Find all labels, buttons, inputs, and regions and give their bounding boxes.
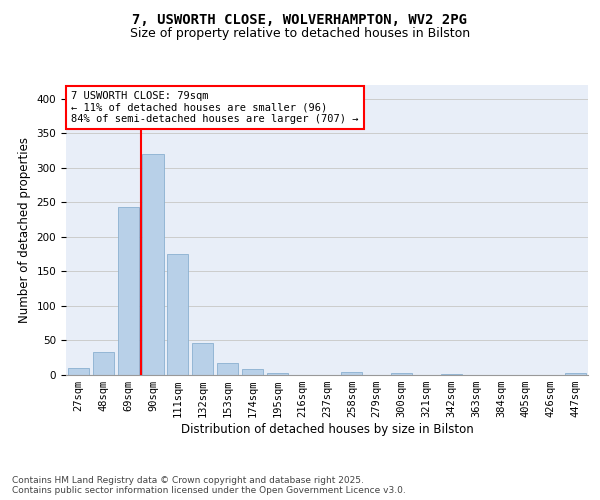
Bar [565, 373, 586, 375]
Bar [267, 373, 288, 375]
Bar [68, 368, 89, 375]
Text: Size of property relative to detached houses in Bilston: Size of property relative to detached ho… [130, 28, 470, 40]
Bar [167, 254, 188, 375]
Text: 7 USWORTH CLOSE: 79sqm
← 11% of detached houses are smaller (96)
84% of semi-det: 7 USWORTH CLOSE: 79sqm ← 11% of detached… [71, 91, 359, 124]
Bar [217, 364, 238, 375]
Bar [341, 372, 362, 375]
Y-axis label: Number of detached properties: Number of detached properties [18, 137, 31, 323]
Text: Contains HM Land Registry data © Crown copyright and database right 2025.
Contai: Contains HM Land Registry data © Crown c… [12, 476, 406, 495]
Bar [441, 374, 462, 375]
Bar [391, 373, 412, 375]
Text: 7, USWORTH CLOSE, WOLVERHAMPTON, WV2 2PG: 7, USWORTH CLOSE, WOLVERHAMPTON, WV2 2PG [133, 12, 467, 26]
Bar [118, 207, 139, 375]
Bar [242, 370, 263, 375]
X-axis label: Distribution of detached houses by size in Bilston: Distribution of detached houses by size … [181, 423, 473, 436]
Bar [142, 154, 164, 375]
Bar [192, 343, 213, 375]
Bar [93, 352, 114, 375]
